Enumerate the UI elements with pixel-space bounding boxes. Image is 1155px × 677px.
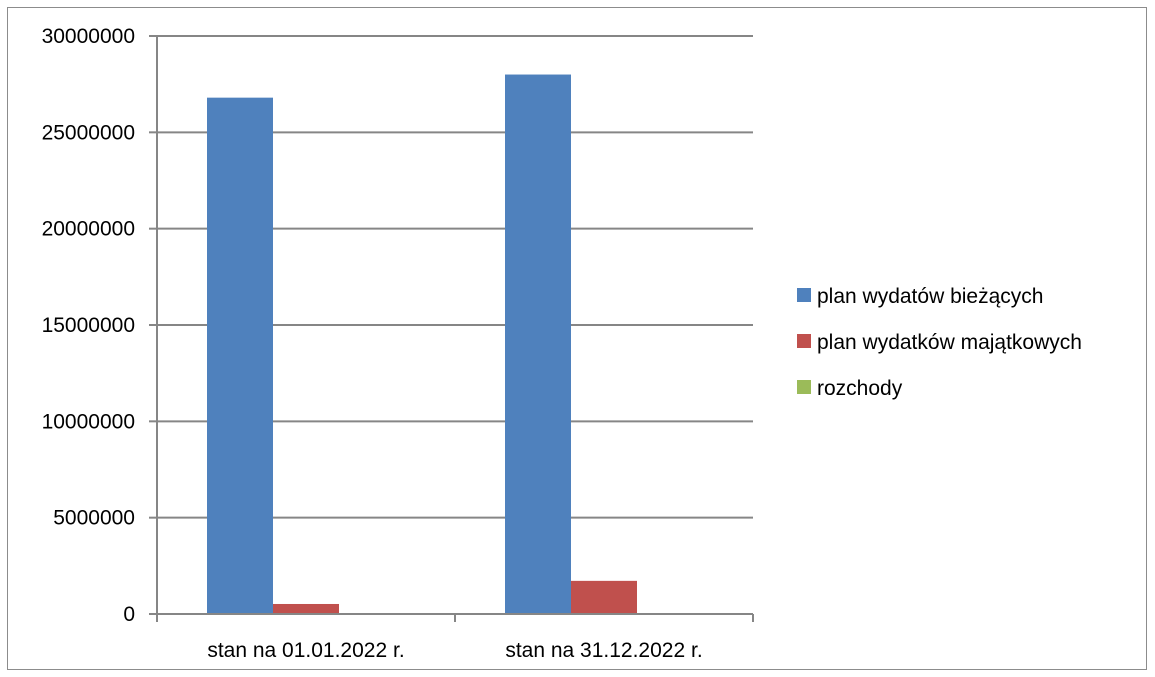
bar-2-1 [273, 603, 339, 614]
x-tick-label: stan na 31.12.2022 r. [505, 639, 702, 662]
y-tick-label: 15000000 [42, 314, 135, 337]
legend-label-2: plan wydatków majątkowych [817, 331, 1082, 354]
bar-2-2 [571, 580, 637, 614]
bars [207, 74, 637, 615]
y-tick-label: 5000000 [53, 507, 135, 530]
x-tick-label: stan na 01.01.2022 r. [207, 639, 404, 662]
legend-swatch-2 [797, 334, 811, 348]
chart-frame [7, 7, 1147, 670]
y-tick-labels: 0 5000000 10000000 15000000 20000000 25000000… [42, 25, 135, 626]
legend-swatch-1 [797, 288, 811, 302]
y-tick-label: 25000000 [42, 121, 135, 144]
legend: plan wydatów bieżących plan wydatków mają… [797, 285, 1082, 400]
bar-1-1 [207, 97, 273, 615]
legend-label-3: rozchody [817, 377, 903, 400]
y-tick-label: 30000000 [42, 25, 135, 48]
axes [149, 35, 754, 622]
y-tick-label: 10000000 [42, 410, 135, 433]
y-tick-label: 20000000 [42, 218, 135, 241]
legend-swatch-3 [797, 380, 811, 394]
x-tick-labels: stan na 01.01.2022 r. stan na 31.12.2022 … [207, 639, 702, 662]
y-tick-label: 0 [123, 603, 135, 626]
legend-label-1: plan wydatów bieżących [817, 285, 1043, 308]
bar-1-2 [505, 74, 571, 615]
